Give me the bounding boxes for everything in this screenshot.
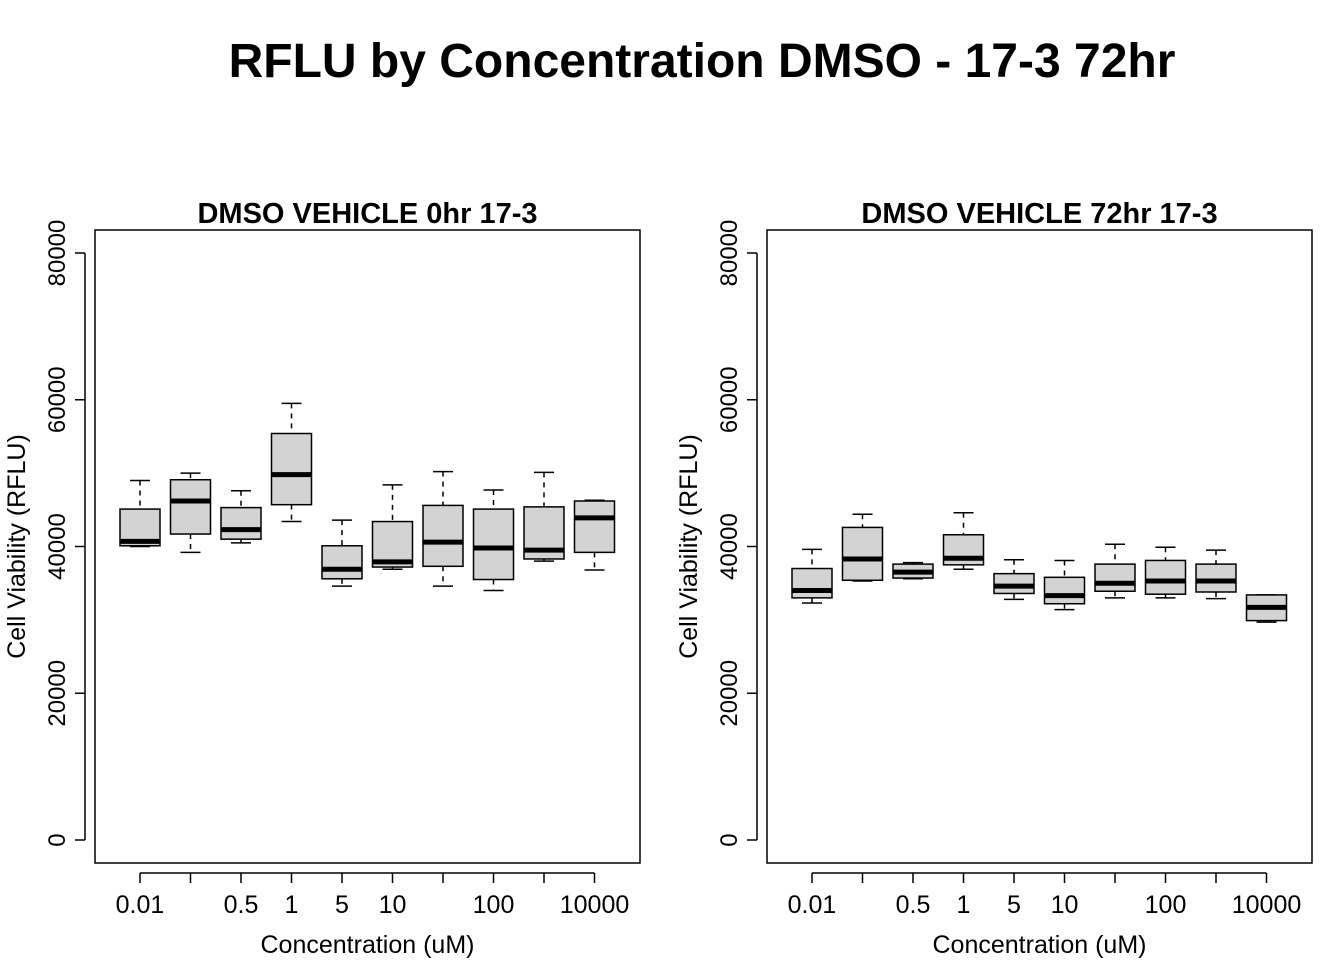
- y-tick-label: 80000: [716, 220, 743, 287]
- y-axis-label: Cell Viability (RFLU): [675, 434, 703, 659]
- box-0.5: [892, 561, 934, 580]
- box-iqr: [1195, 563, 1237, 593]
- y-tick-label: 60000: [44, 366, 71, 433]
- x-tick-label: 100: [1145, 891, 1187, 919]
- x-tick-label: 1: [957, 891, 971, 919]
- box-5: [993, 558, 1035, 601]
- y-tick-label: 0: [716, 833, 743, 846]
- x-tick-label: 10000: [1232, 891, 1302, 919]
- box-1: [942, 511, 985, 570]
- y-tick-label: 40000: [716, 513, 743, 580]
- box-iqr: [573, 500, 616, 554]
- y-tick-label: 0: [44, 833, 71, 846]
- page-title: RFLU by Concentration DMSO - 17-3 72hr: [228, 35, 1176, 88]
- x-tick-label: 100: [473, 891, 515, 919]
- x-axis-label: Concentration (uM): [933, 931, 1147, 959]
- y-tick-label: 60000: [716, 366, 743, 433]
- box-50: [422, 470, 464, 587]
- box-0.1: [841, 513, 884, 582]
- x-tick-label: 10: [379, 891, 407, 919]
- x-tick-label: 0.5: [224, 891, 259, 919]
- box-50: [1094, 543, 1136, 599]
- box-0.01: [119, 479, 161, 548]
- y-axis: 0 20000 40000 60000 80000 Cell Viability (RFL…: [675, 220, 758, 847]
- box-iqr: [1144, 559, 1187, 595]
- box-1: [270, 402, 313, 523]
- box-iqr: [270, 432, 313, 506]
- box-iqr: [321, 545, 363, 580]
- x-tick-label: 0.01: [788, 891, 837, 919]
- x-axis: 0.01 0.5 1 5 10 100 10000 Concentration (uM): [788, 872, 1302, 959]
- x-tick-label: 5: [1007, 891, 1021, 919]
- box-iqr: [422, 504, 464, 568]
- plot-frame: [94, 229, 641, 864]
- box-100: [472, 489, 515, 592]
- box-iqr: [841, 526, 884, 582]
- x-tick-label: 10000: [560, 891, 630, 919]
- box-0.1: [169, 472, 212, 554]
- box-iqr: [1094, 563, 1136, 593]
- box-10000: [573, 499, 616, 571]
- x-tick-label: 1: [285, 891, 299, 919]
- x-tick-label: 0.5: [896, 891, 931, 919]
- box-500: [523, 471, 565, 562]
- box-iqr: [1043, 576, 1086, 605]
- box-5: [321, 519, 363, 587]
- y-tick-label: 20000: [44, 660, 71, 727]
- x-axis-label: Concentration (uM): [261, 931, 475, 959]
- y-axis: 0 20000 40000 60000 80000 Cell Viability (RFL…: [3, 220, 86, 847]
- x-tick-label: 0.01: [116, 891, 165, 919]
- y-axis-label: Cell Viability (RFLU): [3, 434, 31, 659]
- plot-frame: [766, 229, 1313, 864]
- box-iqr: [791, 567, 833, 599]
- box-500: [1195, 549, 1237, 600]
- box-100: [1144, 546, 1187, 599]
- box-0.01: [791, 548, 833, 604]
- box-0.5: [220, 489, 262, 544]
- box-iqr: [169, 478, 212, 535]
- x-tick-label: 5: [335, 891, 349, 919]
- x-tick-label: 10: [1051, 891, 1079, 919]
- x-axis: 0.01 0.5 1 5 10 100 10000 Concentration (uM): [116, 872, 630, 959]
- panel-title: DMSO VEHICLE 0hr 17-3: [197, 198, 537, 230]
- y-tick-label: 80000: [44, 220, 71, 287]
- box-iqr: [472, 508, 515, 581]
- panel-title: DMSO VEHICLE 72hr 17-3: [861, 198, 1217, 230]
- y-tick-label: 40000: [44, 513, 71, 580]
- y-tick-label: 20000: [716, 660, 743, 727]
- box-10: [1043, 559, 1086, 611]
- box-10000: [1245, 594, 1288, 623]
- box-iqr: [220, 506, 262, 540]
- box-iqr: [993, 572, 1035, 595]
- chart-panel-2: DMSO VEHICLE 72hr 17-3 0 20000 40000 60000 80…: [675, 198, 1313, 959]
- box-10: [371, 484, 414, 570]
- chart-panel-1: DMSO VEHICLE 0hr 17-3 0 20000 40000 60000 800…: [3, 198, 641, 959]
